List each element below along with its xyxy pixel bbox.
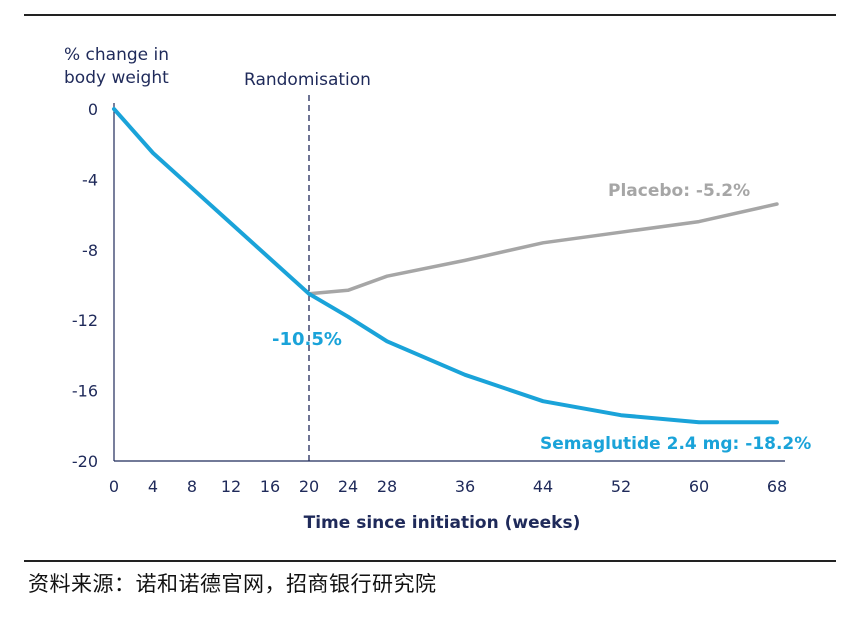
- x-tick-label: 60: [689, 477, 709, 496]
- x-axis-title: Time since initiation (weeks): [304, 513, 581, 533]
- series-lines: [112, 107, 779, 425]
- x-tick-label: 8: [187, 477, 197, 496]
- y-axis-title-line-1: % change in: [64, 45, 169, 65]
- y-axis-title-line-2: body weight: [64, 68, 169, 88]
- y-tick-label: -4: [82, 170, 98, 189]
- x-tick-label: 52: [611, 477, 631, 496]
- randomisation-label: Randomisation: [244, 70, 371, 90]
- placebo-series-line: [307, 202, 779, 296]
- placebo-end-label: Placebo: -5.2%: [608, 181, 750, 201]
- x-tick-label: 24: [338, 477, 358, 496]
- source-note: 资料来源：诺和诺德官网，招商银行研究院: [28, 572, 437, 596]
- x-tick-label: 0: [109, 477, 119, 496]
- x-tick-label: 68: [767, 477, 787, 496]
- x-tick-label: 12: [221, 477, 241, 496]
- y-tick-label: -8: [82, 241, 98, 260]
- x-tick-label: 20: [299, 477, 319, 496]
- y-tick-label: 0: [88, 100, 98, 119]
- y-tick-label: -20: [72, 452, 98, 471]
- semaglutide-end-label: Semaglutide 2.4 mg: -18.2%: [540, 434, 811, 454]
- x-tick-label: 16: [260, 477, 280, 496]
- x-tick-label: 44: [533, 477, 553, 496]
- x-tick-label: 36: [455, 477, 475, 496]
- y-tick-label: -12: [72, 311, 98, 330]
- randomisation-value-annotation: -10.5%: [272, 329, 342, 350]
- semaglutide-series-line: [112, 107, 779, 425]
- x-tick-label: 4: [148, 477, 158, 496]
- y-tick-label: -16: [72, 382, 98, 401]
- axes: 0 -4 -8 -12 -16 -20 0 4 8 12 16 20 24 28 36 44 52 60 68: [72, 95, 787, 496]
- x-tick-label: 28: [377, 477, 397, 496]
